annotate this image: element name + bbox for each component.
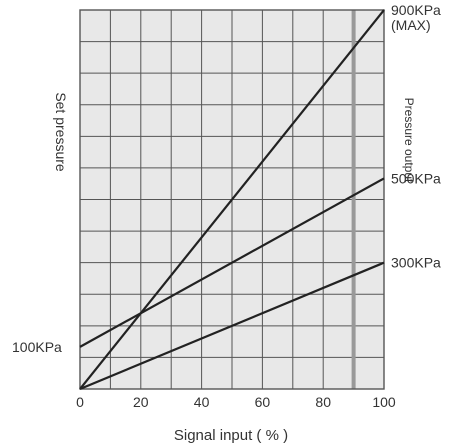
x-tick-label: 60	[255, 394, 271, 410]
x-tick-label: 0	[76, 394, 84, 410]
x-axis-title: Signal input ( % )	[174, 427, 288, 444]
left-annotation: 100KPa	[12, 339, 62, 355]
x-tick-label: 20	[133, 394, 149, 410]
right-annotation: 500KPa	[391, 170, 441, 186]
x-tick-label: 100	[372, 394, 396, 410]
series-line	[79, 261, 385, 391]
right-annotation: 300KPa	[391, 255, 441, 271]
right-axis-title: Pressure output	[402, 98, 416, 183]
left-axis-title: Set pressure	[53, 92, 69, 172]
x-tick-label: 40	[194, 394, 210, 410]
right-annotation: 900KPa	[391, 2, 441, 18]
series-lines	[79, 9, 385, 391]
series-line	[79, 177, 385, 348]
x-tick-labels: 0 20 40 60 80 100	[76, 394, 396, 410]
right-annotation-sub: (MAX)	[391, 17, 431, 33]
plot-frame	[79, 9, 385, 390]
annotations: 100KPa 900KPa(MAX) 500KPa 300KPa	[12, 2, 441, 355]
series-line	[79, 9, 385, 390]
highlight-band	[351, 10, 356, 389]
x-tick-label: 80	[315, 394, 331, 410]
